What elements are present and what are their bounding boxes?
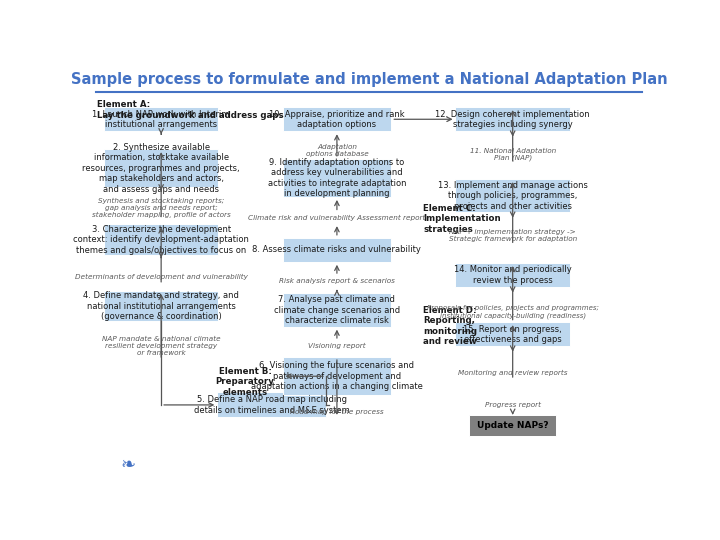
- Text: Risk analysis report & scenarios: Risk analysis report & scenarios: [279, 279, 395, 285]
- Text: 5. Define a NAP road map including
details on timelines and M&E system: 5. Define a NAP road map including detai…: [194, 395, 349, 415]
- Text: ❧: ❧: [120, 456, 135, 474]
- FancyBboxPatch shape: [104, 225, 218, 255]
- FancyBboxPatch shape: [282, 107, 392, 131]
- Text: 10. Appraise, prioritize and rank
adaptation options: 10. Appraise, prioritize and rank adapta…: [269, 110, 405, 129]
- Text: 6. Visioning the future scenarios and
pathways of development and
adaptation act: 6. Visioning the future scenarios and pa…: [251, 361, 423, 391]
- Text: 14. Monitor and periodically
review the process: 14. Monitor and periodically review the …: [454, 266, 572, 285]
- FancyBboxPatch shape: [104, 291, 218, 321]
- FancyBboxPatch shape: [282, 159, 392, 197]
- Text: 3. Characterize the development
context: identify development-adaptation
themes : 3. Characterize the development context:…: [73, 225, 249, 254]
- FancyBboxPatch shape: [469, 415, 556, 436]
- Text: Climate risk and vulnerability Assessment report: Climate risk and vulnerability Assessmen…: [248, 215, 426, 221]
- Text: Element D:
Reporting,
monitoring
and review: Element D: Reporting, monitoring and rev…: [423, 306, 477, 346]
- FancyBboxPatch shape: [456, 263, 570, 287]
- Text: NAP mandate & national climate
resilient development strategy
or framework: NAP mandate & national climate resilient…: [102, 336, 220, 356]
- FancyBboxPatch shape: [282, 238, 392, 262]
- Text: 15. Report on progress,
effectiveness and gaps: 15. Report on progress, effectiveness an…: [463, 325, 562, 344]
- Text: Element B:
Preparatory
elements: Element B: Preparatory elements: [216, 367, 274, 396]
- Text: 11. National Adaptation
Plan (NAP): 11. National Adaptation Plan (NAP): [469, 148, 556, 161]
- Text: Progress report: Progress report: [485, 402, 541, 408]
- Text: Update NAPs?: Update NAPs?: [477, 421, 549, 430]
- Text: Monitoring and review reports: Monitoring and review reports: [458, 369, 567, 375]
- FancyBboxPatch shape: [282, 294, 392, 327]
- Text: 8. Assess climate risks and vulnerability: 8. Assess climate risks and vulnerabilit…: [253, 245, 421, 254]
- Text: NAP + implementation strategy ->
Strategic framework for adaptation: NAP + implementation strategy -> Strateg…: [449, 228, 577, 242]
- FancyBboxPatch shape: [456, 179, 570, 212]
- Text: Proposals for policies, projects and programmes;
institutional capacity-building: Proposals for policies, projects and pro…: [427, 305, 598, 319]
- Text: Road map for the process: Road map for the process: [290, 409, 384, 415]
- FancyBboxPatch shape: [456, 322, 570, 346]
- FancyBboxPatch shape: [282, 357, 392, 395]
- Text: Element C:
Implementation
strategies: Element C: Implementation strategies: [423, 204, 500, 233]
- Text: Sample process to formulate and implement a National Adaptation Plan: Sample process to formulate and implemen…: [71, 72, 667, 87]
- FancyBboxPatch shape: [104, 107, 218, 131]
- Text: 7. Analyse past climate and
climate change scenarios and
characterize climate ri: 7. Analyse past climate and climate chan…: [274, 295, 400, 325]
- Text: Adaptation
options database: Adaptation options database: [305, 144, 369, 158]
- FancyBboxPatch shape: [104, 149, 218, 187]
- Text: 12. Design coherent implementation
strategies including synergy: 12. Design coherent implementation strat…: [436, 110, 590, 129]
- Text: 4. Define mandate and strategy, and
national institutional arrangements
(governa: 4. Define mandate and strategy, and nati…: [84, 291, 239, 321]
- FancyBboxPatch shape: [456, 107, 570, 131]
- Text: Determinants of development and vulnerability: Determinants of development and vulnerab…: [75, 274, 248, 280]
- Text: 9. Identify adaptation options to
address key vulnerabilities and
activities to : 9. Identify adaptation options to addres…: [268, 158, 406, 198]
- Text: 2. Synthesize available
information, stocktake available
resources, programmes a: 2. Synthesize available information, sto…: [82, 143, 240, 194]
- Text: Synthesis and stocktaking reports;
gap analysis and needs report;
stakeholder ma: Synthesis and stocktaking reports; gap a…: [91, 198, 230, 218]
- Text: 1. Launch NAP work with Interim
institutional arrangements: 1. Launch NAP work with Interim institut…: [92, 110, 230, 129]
- Text: Visioning report: Visioning report: [308, 343, 366, 349]
- FancyBboxPatch shape: [217, 393, 326, 417]
- Text: 13. Implement and manage actions
through policies, programmes,
projects and othe: 13. Implement and manage actions through…: [438, 181, 588, 211]
- Text: Element A:
Lay the groundwork and address gaps: Element A: Lay the groundwork and addres…: [96, 100, 284, 119]
